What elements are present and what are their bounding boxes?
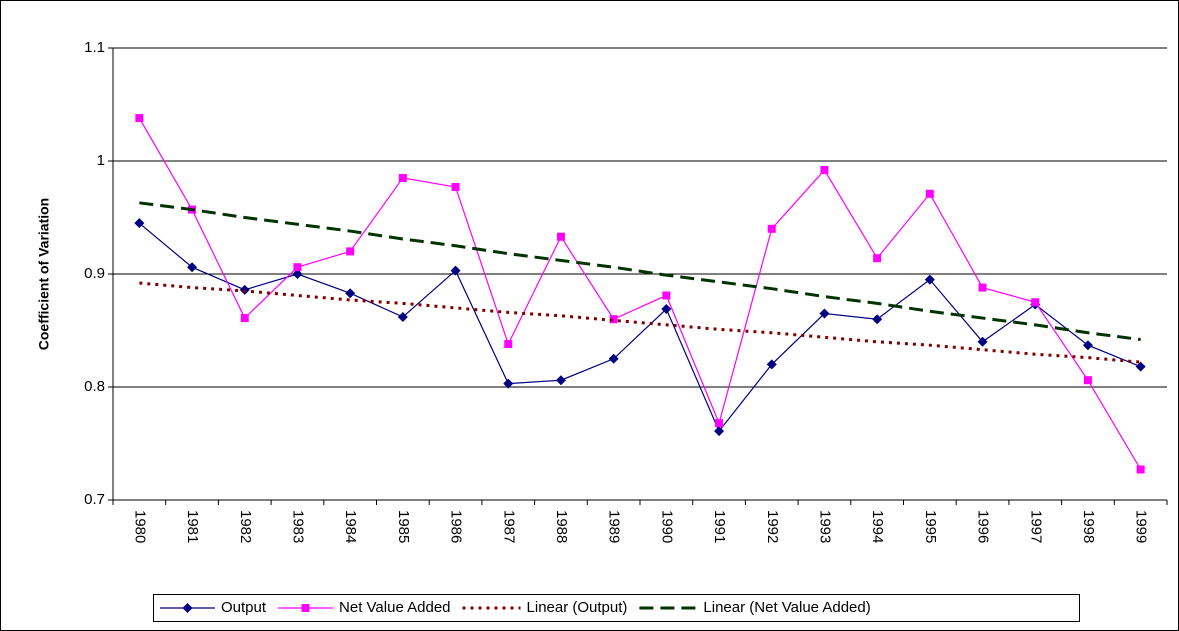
point xyxy=(504,340,513,349)
point xyxy=(555,375,566,386)
x-tick-label: 1998 xyxy=(1080,510,1097,543)
point xyxy=(715,419,724,428)
point xyxy=(661,304,672,315)
series-line xyxy=(139,201,1141,342)
point xyxy=(1031,298,1040,307)
x-tick-label: 1988 xyxy=(553,510,570,543)
legend-marker xyxy=(301,604,310,612)
legend-label: Net Value Added xyxy=(339,599,450,616)
x-tick-label: 1983 xyxy=(289,510,306,543)
point xyxy=(187,262,198,273)
x-tick-label: 1994 xyxy=(869,510,886,543)
x-tick-label: 1984 xyxy=(342,510,359,543)
y-tick-label: 0.9 xyxy=(84,265,105,282)
x-tick-label: 1982 xyxy=(237,510,254,543)
point xyxy=(398,173,407,182)
x-tick-label: 1992 xyxy=(764,510,781,543)
point xyxy=(924,274,935,285)
point xyxy=(662,291,671,300)
x-tick-label: 1990 xyxy=(658,510,675,543)
point xyxy=(397,311,408,322)
point xyxy=(556,232,565,241)
point xyxy=(450,265,461,276)
point xyxy=(1135,361,1146,372)
point xyxy=(820,166,829,175)
point xyxy=(292,269,303,279)
x-tick-label: 1987 xyxy=(500,510,517,543)
x-tick-label: 1993 xyxy=(816,510,833,543)
x-tick-label: 1989 xyxy=(606,510,623,543)
point xyxy=(766,359,777,370)
point xyxy=(872,314,883,325)
series-line xyxy=(138,117,1142,470)
legend-label: Linear (Output) xyxy=(527,599,628,616)
point xyxy=(346,247,355,256)
point xyxy=(1082,340,1093,351)
x-tick-label: 1986 xyxy=(448,510,465,543)
x-tick-label: 1981 xyxy=(184,510,201,543)
x-tick-label: 1985 xyxy=(395,510,412,543)
x-tick-label: 1999 xyxy=(1133,510,1150,543)
x-tick-label: 1997 xyxy=(1027,510,1044,543)
x-tick-label: 1996 xyxy=(975,510,992,543)
y-tick-label: 0.8 xyxy=(84,378,105,395)
point xyxy=(608,353,619,364)
y-tick-label: 1 xyxy=(97,152,105,169)
point xyxy=(345,288,356,299)
y-tick-label: 1.1 xyxy=(84,39,105,56)
point xyxy=(819,308,830,319)
point xyxy=(134,218,145,229)
point xyxy=(240,314,249,323)
point xyxy=(925,189,934,198)
point xyxy=(293,263,302,272)
point xyxy=(609,315,618,324)
point xyxy=(1083,376,1092,385)
point xyxy=(503,378,514,389)
series-line xyxy=(138,222,1141,433)
point xyxy=(1136,465,1145,474)
y-tick-label: 0.7 xyxy=(84,491,105,508)
legend-label: Linear (Net Value Added) xyxy=(703,599,870,616)
y-axis-title: Coefficient of Variation xyxy=(36,198,52,350)
legend-marker xyxy=(182,603,193,613)
x-tick-label: 1980 xyxy=(131,510,148,543)
point xyxy=(978,283,987,292)
point xyxy=(977,336,988,347)
legend-label: Output xyxy=(221,599,267,616)
x-tick-label: 1991 xyxy=(711,510,728,543)
point xyxy=(714,426,725,437)
point xyxy=(135,114,144,123)
point xyxy=(451,182,460,191)
x-tick-label: 1995 xyxy=(922,510,939,543)
point xyxy=(873,254,882,263)
point xyxy=(767,224,776,233)
